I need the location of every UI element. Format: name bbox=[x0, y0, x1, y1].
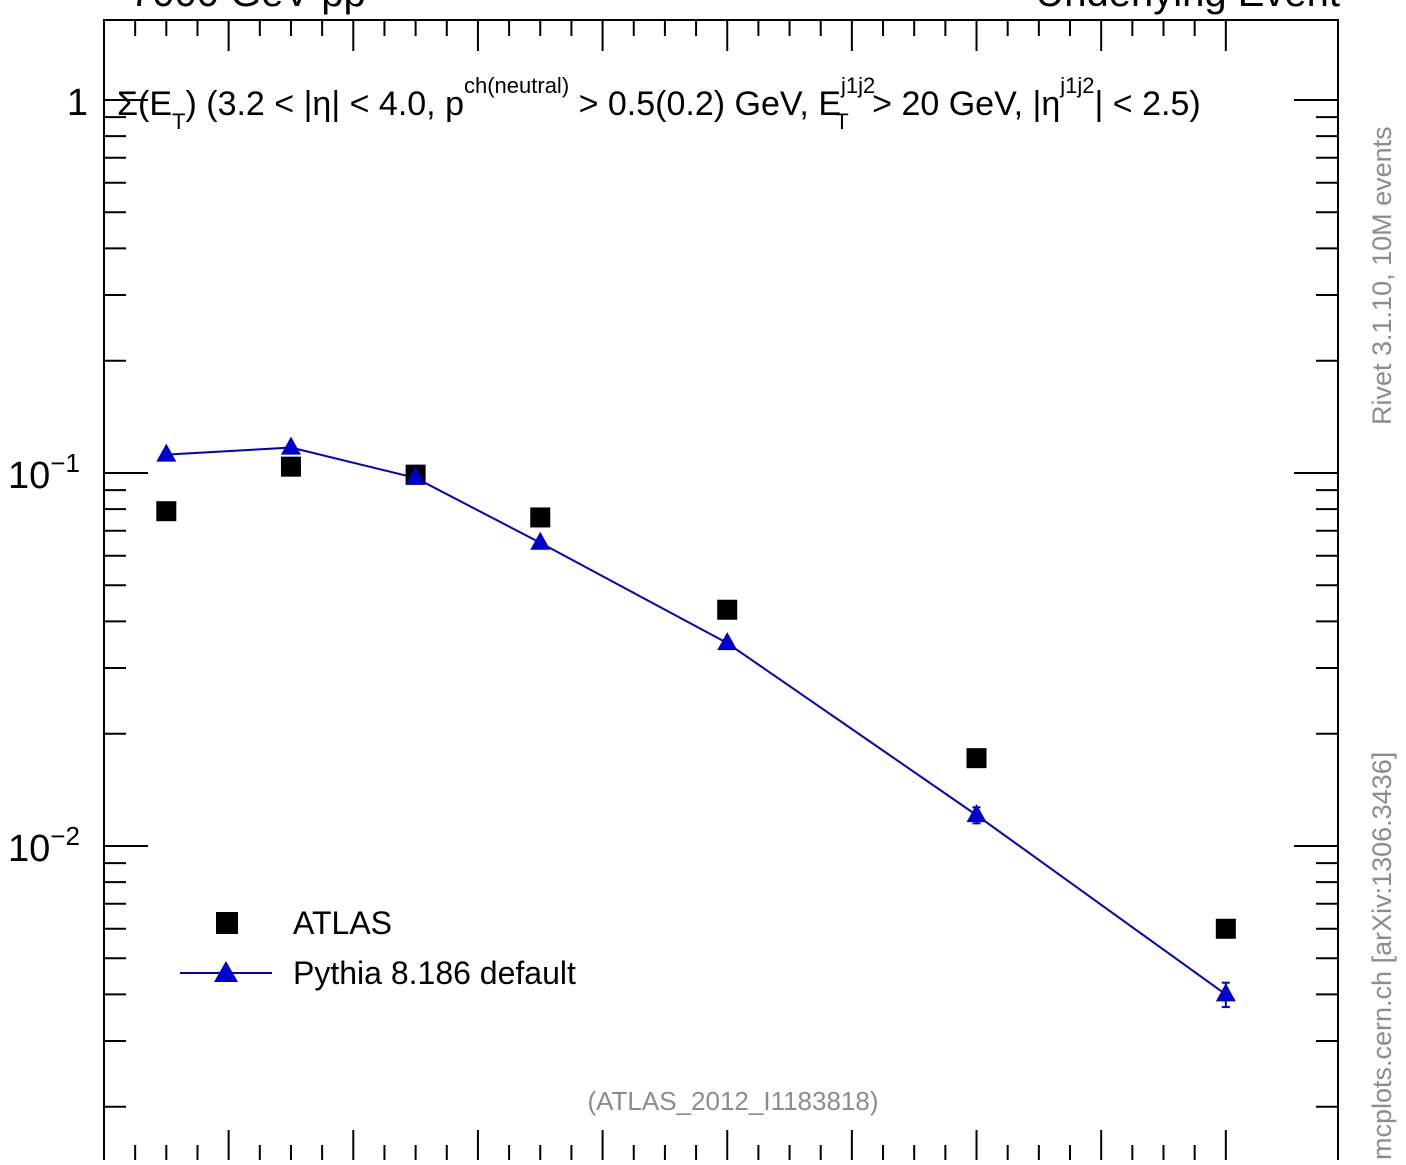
pythia-point-1 bbox=[280, 436, 301, 455]
pythia-point-3 bbox=[530, 531, 551, 550]
legend-marker-pythia bbox=[214, 961, 238, 982]
rivet-label: Rivet 3.1.10, 10M events bbox=[1367, 126, 1397, 425]
series-layer bbox=[156, 436, 1236, 1009]
pythia-point-6 bbox=[1215, 983, 1236, 1002]
legend-label-atlas: ATLAS bbox=[293, 905, 392, 941]
chart-title: Σ(ET) (3.2 < |η| < 4.0, pch(neutral) > 0… bbox=[117, 73, 1201, 134]
title-sup-ch: ch(neutral) bbox=[464, 73, 569, 98]
y-tick-label-base-2: 10 bbox=[8, 828, 50, 870]
title-sub-t1: T bbox=[172, 109, 185, 134]
legend-label-pythia: Pythia 8.186 default bbox=[293, 955, 576, 991]
title-part4: > 20 GeV, |η bbox=[863, 85, 1061, 123]
y-tick-label-exp-2: −2 bbox=[50, 821, 80, 851]
atlas-point-1 bbox=[280, 456, 301, 477]
title-sigma: Σ(E bbox=[117, 85, 172, 123]
y-tick-labels: 110−110−2 bbox=[8, 82, 88, 870]
atlas-point-5 bbox=[966, 748, 987, 769]
atlas-point-0 bbox=[156, 501, 177, 522]
y-tick-label-0: 1 bbox=[67, 82, 88, 124]
y-tick-label-base-1: 10 bbox=[8, 455, 50, 497]
axis-ticks bbox=[104, 21, 1338, 1160]
atlas-point-6 bbox=[1215, 918, 1236, 939]
y-tick-label-base-0: 1 bbox=[67, 82, 88, 124]
atlas-point-4 bbox=[717, 599, 738, 620]
mcplots-label: mcplots.cern.ch [arXiv:1306.3436] bbox=[1367, 751, 1397, 1160]
title-sup-eta: j1j2 bbox=[1059, 73, 1094, 98]
title-sup-j: j1j2 bbox=[840, 73, 875, 98]
header-right: Underlying Event bbox=[1035, 0, 1340, 15]
pythia-point-4 bbox=[717, 632, 738, 651]
title-part5: | < 2.5) bbox=[1095, 85, 1201, 123]
legend: ATLAS Pythia 8.186 default bbox=[180, 905, 576, 991]
title-part3: > 0.5(0.2) GeV, E bbox=[569, 85, 841, 123]
legend-marker-atlas bbox=[216, 912, 238, 934]
pythia-point-0 bbox=[156, 443, 177, 462]
plot-frame bbox=[103, 19, 1339, 1165]
atlas-point-3 bbox=[530, 507, 551, 528]
title-part2: ) (3.2 < |η| < 4.0, p bbox=[185, 85, 464, 123]
pythia-point-5 bbox=[966, 804, 987, 823]
y-tick-label-1: 10−1 bbox=[8, 448, 80, 497]
header-left: 7000 GeV pp bbox=[130, 0, 366, 15]
y-tick-label-2: 10−2 bbox=[8, 821, 80, 870]
title-sub-t2: T bbox=[835, 109, 848, 134]
pythia-point-2 bbox=[405, 466, 426, 485]
y-tick-label-exp-1: −1 bbox=[50, 448, 80, 478]
analysis-annotation: (ATLAS_2012_I1183818) bbox=[587, 1086, 878, 1116]
